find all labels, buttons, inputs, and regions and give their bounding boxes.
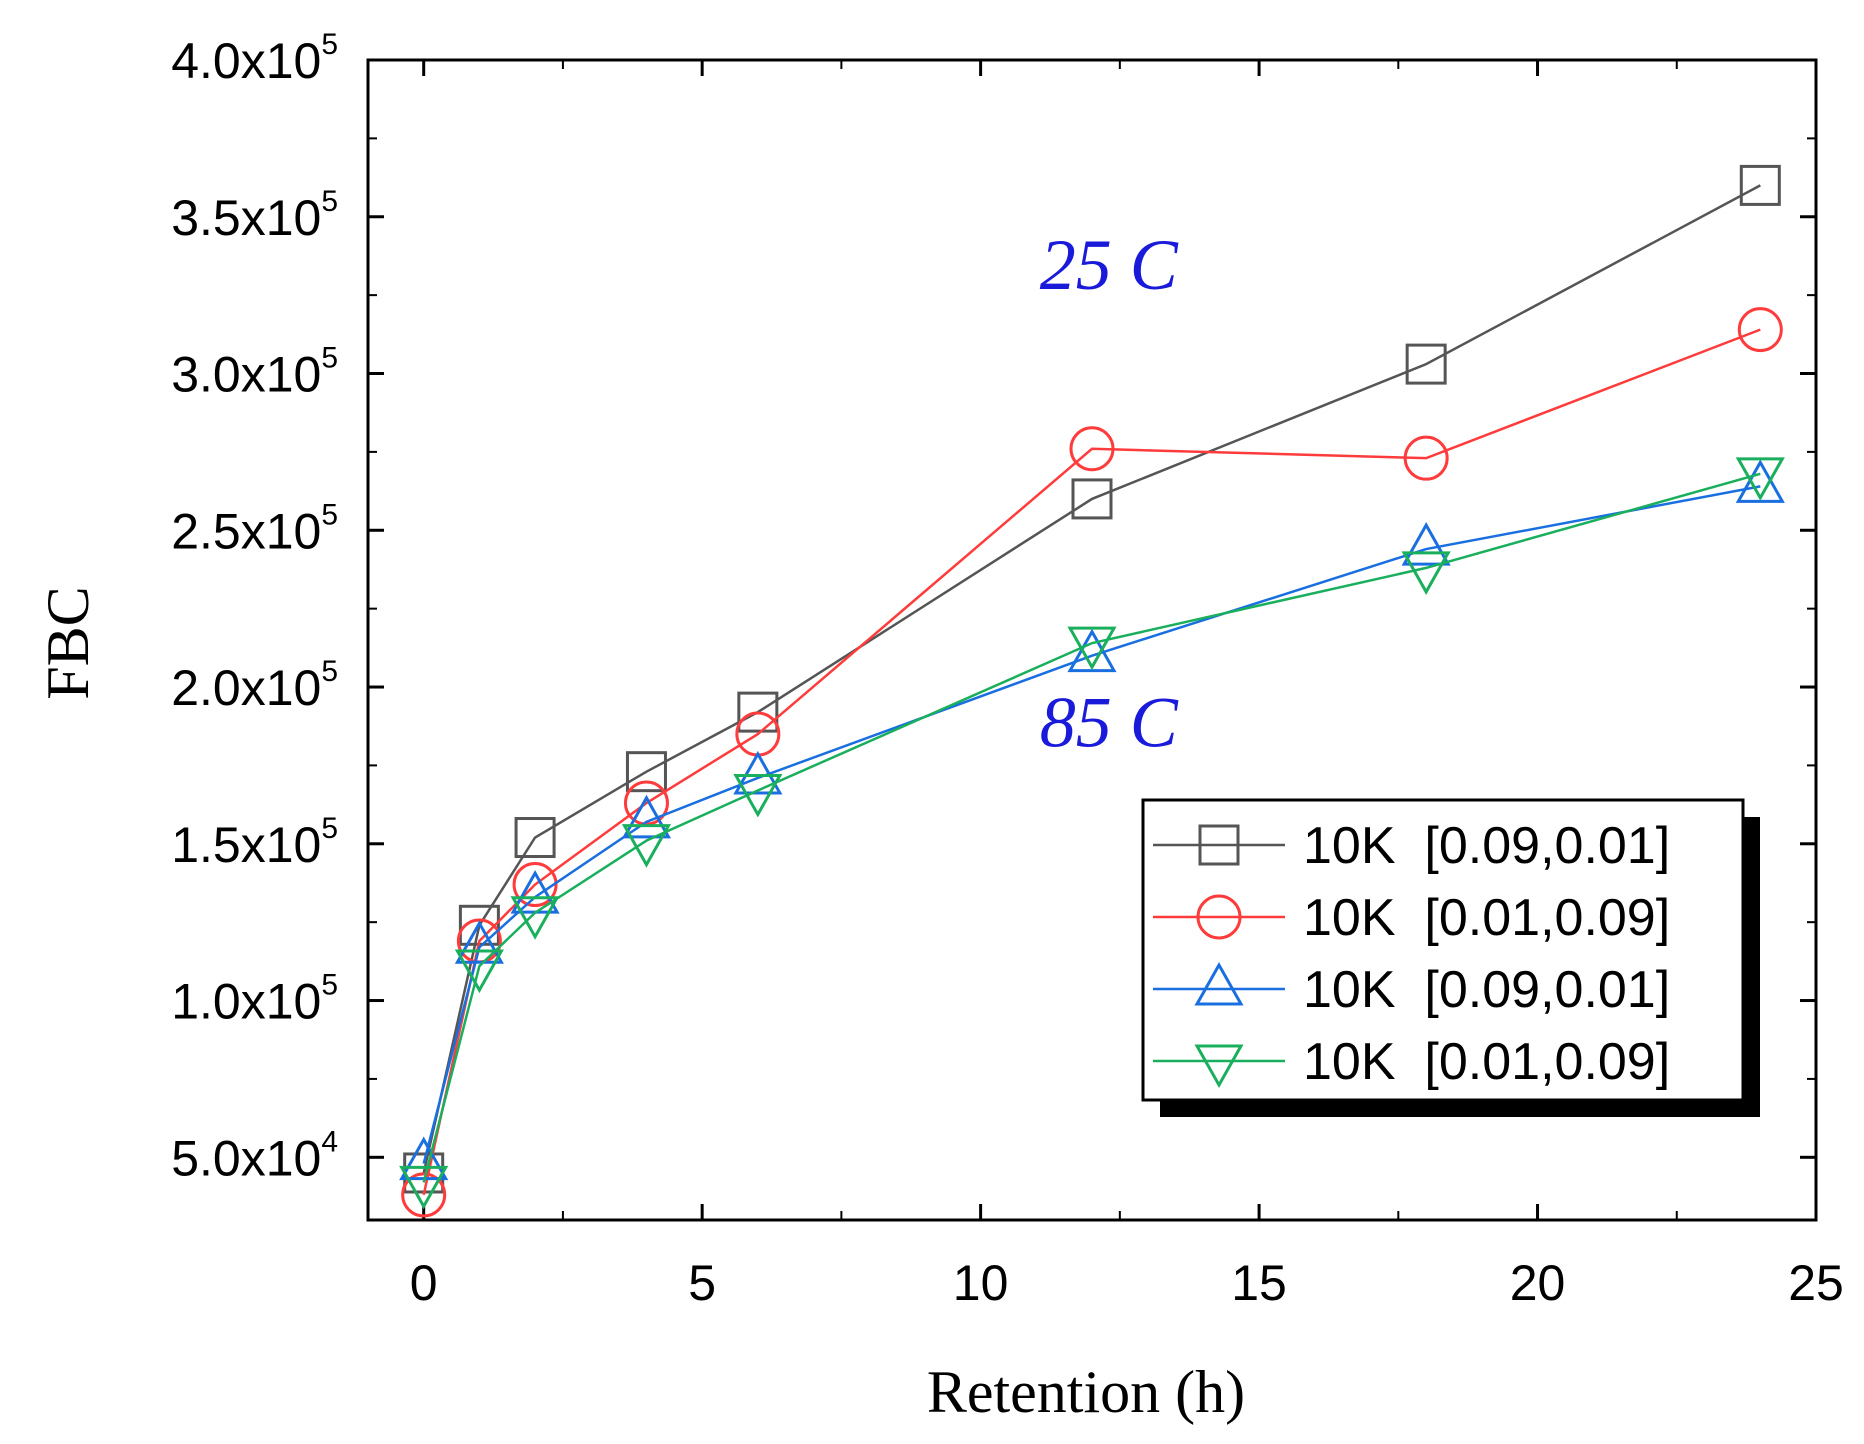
series-2-point	[512, 862, 558, 908]
series-3-point	[1067, 628, 1117, 673]
series-4-point	[399, 1165, 449, 1210]
legend-box	[1141, 798, 1745, 1102]
y-tick-label: 1.5x105	[171, 812, 338, 873]
series-4-point	[733, 773, 783, 818]
legend-swatch-marker	[1194, 1044, 1244, 1089]
x-tick-label: 20	[1510, 1255, 1566, 1311]
series-4-point	[621, 824, 672, 868]
y-tick-label: 5.0x104	[171, 1125, 338, 1186]
series-2-point	[1403, 435, 1449, 481]
x-tick-label: 15	[1231, 1255, 1287, 1311]
series-1-point	[1071, 478, 1113, 520]
annotation-label: 85 C	[1040, 683, 1179, 763]
annotation-label: 25 C	[1040, 225, 1179, 305]
plot-frame-layer	[366, 58, 1818, 1222]
series-4	[399, 457, 1785, 1210]
plot-frame	[366, 58, 1818, 1222]
series-3	[399, 459, 1785, 1181]
series-1	[403, 164, 1781, 1194]
y-tick-label: 2.5x105	[171, 498, 338, 559]
x-axis-title: Retention (h)	[927, 1359, 1245, 1425]
x-tick-label: 10	[953, 1255, 1009, 1311]
y-axis-title: FBC	[35, 586, 101, 699]
series-4-point	[1735, 457, 1785, 501]
series-3-point	[621, 794, 672, 839]
series-2-point	[1069, 426, 1115, 472]
series-3-point	[1735, 459, 1785, 503]
series-2-point	[1737, 307, 1783, 353]
y-tick-label: 2.0x105	[171, 655, 338, 716]
series-layer	[399, 164, 1785, 1218]
y-tick-label: 3.5x105	[171, 185, 338, 246]
series-2-point	[623, 780, 669, 826]
series-4-point	[454, 949, 504, 994]
series-1-point	[625, 751, 667, 793]
y-tick-label: 3.0x105	[171, 342, 338, 403]
series-4-point	[1401, 551, 1451, 595]
legend-swatch-marker	[1194, 961, 1244, 1006]
axis-ticks-layer: 0 5 10 15 20 25 5.0x104 1.0x105 1.5x105 2.0x105 2.…	[171, 28, 1844, 1311]
legend-swatch-marker	[1196, 894, 1242, 940]
series-1-point	[514, 817, 556, 859]
series-2-point	[401, 1172, 447, 1218]
series-4-point	[510, 896, 560, 940]
x-tick-label: 0	[410, 1255, 438, 1311]
series-2-line	[422, 328, 1761, 1196]
legend-entry-label: 10K [0.09,0.01]	[1303, 817, 1670, 875]
series-1-line	[422, 184, 1761, 1174]
legend-swatch-marker	[1198, 824, 1240, 866]
series-3-point	[454, 920, 504, 964]
series-1-point	[1739, 164, 1781, 206]
legend-entry-label: 10K [0.01,0.09]	[1303, 889, 1670, 947]
series-3-point	[733, 750, 783, 795]
y-tick-label: 4.0x105	[171, 28, 338, 89]
series-4-line	[422, 472, 1761, 1183]
legend-entry-label: 10K [0.01,0.09]	[1303, 1033, 1670, 1091]
x-tick-label: 5	[688, 1255, 716, 1311]
series-1-point	[737, 691, 779, 733]
series-3-point	[1401, 522, 1451, 566]
annotation-layer: 25 C 85 C	[1040, 225, 1179, 763]
legend-entry-label: 10K [0.09,0.01]	[1303, 961, 1670, 1019]
series-4-point	[1067, 626, 1117, 671]
series-1-point	[1405, 343, 1447, 385]
x-tick-label: 25	[1788, 1255, 1844, 1311]
legend: 10K [0.09,0.01] 10K [0.01,0.09] 10K [0.09,…	[1141, 798, 1760, 1117]
y-tick-label: 1.0x105	[171, 969, 338, 1030]
